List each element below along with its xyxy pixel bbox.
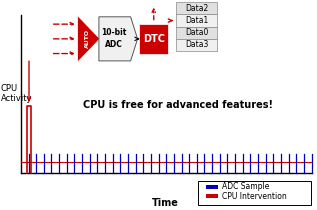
- Text: Data2: Data2: [185, 4, 208, 13]
- Text: CPU is free for advanced features!: CPU is free for advanced features!: [82, 100, 273, 110]
- Text: 10-bit: 10-bit: [101, 29, 127, 37]
- Text: CPU Intervention: CPU Intervention: [222, 192, 287, 201]
- Bar: [139, 24, 168, 54]
- Text: Data3: Data3: [185, 41, 208, 49]
- Text: ADC Sample: ADC Sample: [222, 182, 269, 191]
- Text: CPU
Activity: CPU Activity: [1, 84, 32, 103]
- Text: Data0: Data0: [185, 28, 208, 37]
- Polygon shape: [78, 16, 100, 62]
- Polygon shape: [99, 17, 138, 61]
- Text: Data1: Data1: [185, 16, 208, 25]
- Text: AUTO: AUTO: [85, 29, 90, 49]
- Bar: [198, 181, 311, 205]
- Bar: [176, 27, 217, 39]
- Text: Time: Time: [152, 198, 178, 208]
- Bar: [206, 194, 218, 198]
- Bar: [176, 14, 217, 27]
- Bar: [206, 185, 218, 189]
- Text: ADC: ADC: [105, 40, 123, 49]
- Bar: [176, 2, 217, 14]
- Bar: [176, 39, 217, 51]
- Text: DTC: DTC: [143, 34, 165, 44]
